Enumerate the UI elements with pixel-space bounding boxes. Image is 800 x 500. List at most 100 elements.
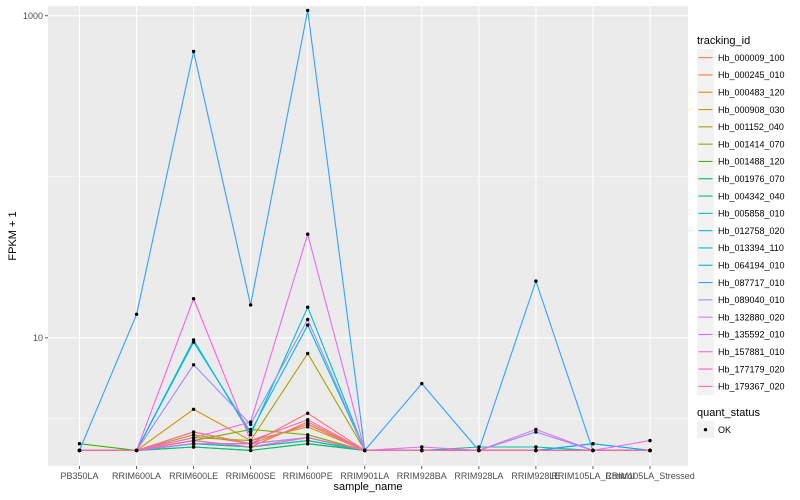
legend-item-label: Hb_005858_010: [718, 209, 785, 219]
data-point: [248, 438, 253, 443]
data-point: [191, 407, 196, 411]
data-point: [306, 442, 310, 446]
data-point: [306, 411, 310, 415]
data-point: [191, 340, 196, 344]
legend-quant-status-label: OK: [718, 425, 731, 435]
x-tick-label: RRIM928LE: [511, 471, 560, 481]
data-point: [306, 317, 310, 322]
legend-item-label: Hb_001976_070: [718, 174, 785, 184]
data-point: [306, 435, 310, 440]
x-tick-label: RRIM600LA: [112, 471, 161, 481]
x-axis-title: sample_name: [333, 481, 402, 493]
data-point: [248, 448, 253, 453]
data-point: [420, 445, 424, 449]
x-tick-label: RRIM600PE: [283, 471, 333, 481]
x-tick-label: RRIM105LA_Control: [551, 471, 634, 481]
legend-item-label: Hb_000009_100: [718, 53, 785, 63]
data-point: [306, 422, 310, 427]
legend-item-label: Hb_179367_020: [718, 382, 785, 392]
grid-major: [48, 6, 688, 466]
legend-item-label: Hb_157881_010: [718, 347, 785, 357]
data-point: [534, 430, 538, 434]
grid-minor: [48, 176, 688, 419]
data-point: [306, 323, 310, 327]
y-axis-title: FPKM + 1: [7, 211, 19, 260]
x-tick-label: RRIM600SE: [226, 471, 276, 481]
legend-tracking-id: tracking_id Hb_000009_100 Hb_000245_010 Hb…: [697, 35, 785, 395]
legend-item-label: Hb_000908_030: [718, 105, 785, 115]
data-point: [534, 448, 538, 453]
data-point: [191, 363, 196, 367]
data-point: [134, 312, 139, 317]
x-tick-label: RRIM928BA: [397, 471, 447, 481]
data-point: [191, 297, 196, 301]
legend-quant-status-title: quant_status: [697, 407, 760, 419]
data-point: [534, 445, 538, 449]
x-tick-label: RRIM105LA_Stressed: [605, 471, 695, 481]
x-tick-label: RRIM928LA: [454, 471, 503, 481]
data-point: [248, 303, 253, 307]
legend-item-label: Hb_000483_120: [718, 87, 785, 97]
data-point: [306, 418, 310, 422]
data-point: [306, 425, 310, 429]
data-point: [191, 442, 196, 446]
data-point: [248, 420, 253, 424]
data-point: [306, 232, 310, 236]
data-point: [248, 422, 253, 427]
legend-item-label: Hb_132880_020: [718, 312, 785, 322]
data-point: [191, 430, 196, 434]
legend-ok-point: [703, 427, 708, 432]
data-point: [248, 433, 253, 437]
data-point: [191, 438, 196, 443]
legend-item-label: Hb_001488_120: [718, 157, 785, 167]
plot-panel: [48, 6, 688, 466]
data-point: [420, 381, 424, 386]
data-point: [191, 433, 196, 437]
data-point: [248, 430, 253, 434]
legend-item-label: Hb_177179_020: [718, 364, 785, 374]
x-axis: PB350LA RRIM600LA RRIM600LE RRIM600SE RRIM60…: [60, 466, 695, 481]
data-point: [248, 442, 253, 446]
data-point: [306, 305, 310, 309]
legend-title: tracking_id: [697, 35, 750, 47]
data-point: [363, 448, 367, 453]
y-tick-label: 1000: [23, 11, 43, 21]
legend-item-label: Hb_012758_020: [718, 226, 785, 236]
data-point: [77, 442, 82, 446]
legend-item-label: Hb_001152_040: [718, 122, 784, 132]
legend-quant-status: quant_status OK: [697, 407, 760, 439]
data-point: [534, 279, 538, 283]
data-point: [248, 427, 253, 432]
data-points: [77, 8, 652, 453]
data-point: [191, 49, 196, 54]
data-point: [648, 438, 652, 443]
data-point: [306, 8, 310, 13]
legend-item-label: Hb_000245_010: [718, 70, 785, 80]
data-point: [648, 448, 652, 453]
data-point: [248, 445, 253, 449]
y-tick-label: 10: [33, 333, 43, 343]
data-point: [591, 442, 595, 446]
data-point: [534, 427, 538, 432]
x-tick-label: PB350LA: [60, 471, 98, 481]
data-point: [134, 448, 139, 453]
y-axis: 10 1000: [23, 11, 48, 343]
x-tick-label: RRIM600LE: [169, 471, 218, 481]
legend-item-label: Hb_064194_010: [718, 260, 785, 270]
data-point: [306, 438, 310, 443]
legend-item-label: Hb_089040_010: [718, 295, 785, 305]
data-point: [77, 448, 82, 453]
legend-item-label: Hb_135592_010: [718, 330, 785, 340]
data-point: [477, 445, 481, 449]
data-point: [420, 448, 424, 453]
legend-item-label: Hb_004342_040: [718, 191, 785, 201]
legend-item-label: Hb_013394_110: [718, 243, 784, 253]
x-tick-label: RRIM901LA: [340, 471, 389, 481]
data-point: [306, 351, 310, 356]
data-point: [591, 448, 595, 453]
data-point: [477, 448, 481, 453]
legend-item-label: Hb_087717_010: [718, 278, 785, 288]
data-point: [191, 445, 196, 449]
data-point: [306, 433, 310, 437]
